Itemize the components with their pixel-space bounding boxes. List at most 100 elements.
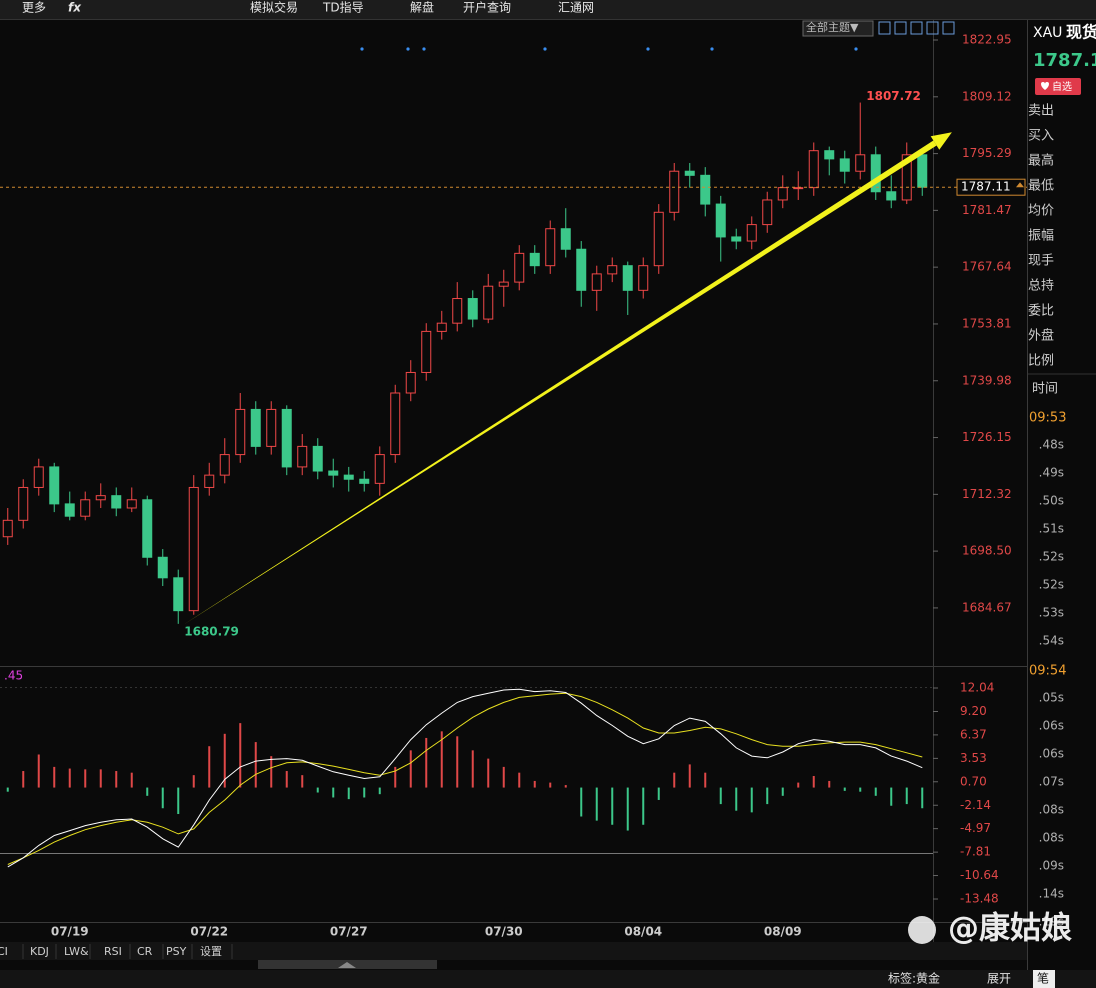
status-bar xyxy=(0,970,1096,988)
candle-body xyxy=(142,499,153,558)
tick-time: .08s xyxy=(1039,803,1064,817)
theme-button-box[interactable] xyxy=(802,20,874,37)
tick-time: .51s xyxy=(1039,522,1064,536)
candle-body xyxy=(514,252,525,283)
toolbar-item[interactable]: 开户查询 xyxy=(463,0,511,15)
status-tag[interactable]: 标签:黄金 xyxy=(888,971,940,986)
candle-body xyxy=(917,154,928,188)
field-label: 总持 xyxy=(1028,279,1054,294)
candle-body xyxy=(343,474,354,480)
symbol-name: 现货 xyxy=(1066,23,1096,42)
tick-time: .05s xyxy=(1039,691,1064,705)
symbol: XAU xyxy=(1033,25,1062,41)
candle-body xyxy=(374,454,385,484)
icon[interactable] xyxy=(942,21,955,35)
candle-body xyxy=(498,281,509,287)
fav-label[interactable]: 自选 xyxy=(1052,80,1072,93)
indicator-tab[interactable]: LW& xyxy=(64,945,89,958)
y-tick-label: 1684.67 xyxy=(962,600,1012,614)
candle-body xyxy=(870,154,881,193)
y-tick-label: 1712.32 xyxy=(962,487,1012,501)
indicator-tab[interactable]: CI xyxy=(0,945,8,958)
candle-body xyxy=(64,503,75,517)
y-tick-label: 6.37 xyxy=(960,727,987,741)
candle-body xyxy=(793,187,804,190)
x-tick-label: 07/19 xyxy=(51,925,89,939)
toolbar-item[interactable]: 更多 xyxy=(22,1,46,15)
y-tick-label: 1739.98 xyxy=(962,373,1012,387)
candle-body xyxy=(452,298,463,324)
tick-time: .52s xyxy=(1039,578,1064,592)
candle-body xyxy=(684,170,695,176)
candle-body xyxy=(855,154,866,172)
toolbar-item[interactable]: 解盘 xyxy=(410,0,434,15)
event-dot xyxy=(406,47,410,51)
x-tick-label: 08/04 xyxy=(624,925,662,939)
field-label: 最低 xyxy=(1028,179,1054,194)
candle-body xyxy=(700,174,711,205)
toolbar xyxy=(0,0,1096,19)
toolbar-item[interactable]: fx xyxy=(68,1,82,15)
low-label: 1680.79 xyxy=(184,624,239,638)
candle-body xyxy=(545,228,556,267)
candle-body xyxy=(405,371,416,394)
candle-body xyxy=(33,466,44,488)
toolbar-item[interactable]: 汇通网 xyxy=(558,1,594,15)
tick-time: .14s xyxy=(1039,887,1064,901)
candle-body xyxy=(483,285,494,320)
event-dot xyxy=(710,47,714,51)
heart-icon xyxy=(1041,82,1049,90)
candle-body xyxy=(777,187,788,201)
trend-arrow-shaft xyxy=(183,140,937,625)
status-expand[interactable]: 展开 xyxy=(987,972,1011,986)
candle-body xyxy=(886,191,897,201)
indicator-tab[interactable]: CR xyxy=(137,945,153,958)
indicator-tab[interactable]: RSI xyxy=(104,945,122,958)
event-dot xyxy=(543,47,547,51)
theme-button[interactable]: 全部主题▼ xyxy=(806,20,859,34)
time-label: 09:54 xyxy=(1029,664,1066,679)
candle-body xyxy=(529,252,540,267)
indicator-tab[interactable]: 设置 xyxy=(200,945,222,958)
field-label: 比例 xyxy=(1028,354,1054,369)
candle-body xyxy=(390,392,401,456)
macd-title: .45 xyxy=(4,669,23,683)
time-header: 时间 xyxy=(1032,382,1058,397)
time-label: 09:53 xyxy=(1029,411,1066,426)
candle-body xyxy=(111,495,122,509)
icon[interactable] xyxy=(894,21,907,35)
candle-body xyxy=(622,265,633,291)
candle-body xyxy=(421,330,432,373)
candle-body xyxy=(359,478,370,484)
event-dot xyxy=(422,47,426,51)
dea-line xyxy=(7,692,923,865)
field-label: 卖出 xyxy=(1028,104,1054,119)
candle-body xyxy=(281,408,292,468)
view-icons xyxy=(878,21,955,35)
candle-body xyxy=(297,445,308,468)
y-tick-label: 1698.50 xyxy=(962,544,1012,558)
last-price-marker xyxy=(1016,182,1024,188)
y-tick-label: 1822.95 xyxy=(962,33,1012,47)
event-dot xyxy=(360,47,364,51)
indicator-tab[interactable]: KDJ xyxy=(30,945,49,958)
y-tick-label: 12.04 xyxy=(960,681,994,695)
icon[interactable] xyxy=(926,21,939,35)
toolbar-item[interactable]: 模拟交易 xyxy=(250,0,298,15)
candle-body xyxy=(266,408,277,447)
candle-body xyxy=(436,322,447,332)
pen-box[interactable] xyxy=(1033,970,1055,988)
candle-body xyxy=(80,499,91,517)
candle-body xyxy=(204,474,215,488)
candle-body xyxy=(576,248,587,291)
candle-body xyxy=(173,577,184,612)
toolbar-item[interactable]: TD指导 xyxy=(322,0,364,15)
candle-body xyxy=(715,203,726,238)
indicator-tab[interactable]: PSY xyxy=(166,945,187,958)
y-tick-label: -4.97 xyxy=(960,821,991,835)
icon[interactable] xyxy=(910,21,923,35)
icon[interactable] xyxy=(878,21,891,35)
status-pen[interactable]: 笔 xyxy=(1037,971,1049,986)
candle-body xyxy=(95,495,106,501)
